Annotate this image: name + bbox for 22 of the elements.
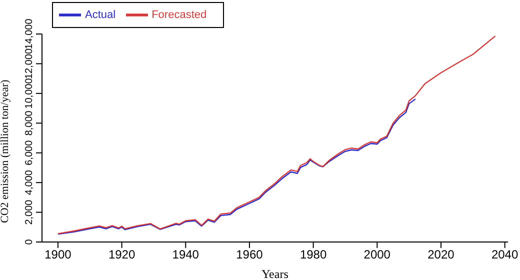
legend-label: Forecasted [152,8,207,21]
x-tick-label: 2000 [364,248,391,262]
x-axis-title: Years [262,267,289,280]
y-tick-label: 10,000 [24,78,35,109]
x-tick-label: 2020 [428,248,455,262]
y-tick-label: 6,000 [24,140,35,166]
y-tick-label: 12,000 [24,48,35,80]
legend-label: Actual [85,8,116,21]
x-tick-label: 1900 [44,248,72,262]
x-tick-label: 1960 [236,248,264,262]
y-tick-label: 8,000 [24,110,35,136]
x-tick-label: 2040 [491,248,518,262]
x-tick-label: 1980 [300,248,327,262]
y-tick-label: 2,000 [24,199,35,225]
y-tick-label: 4,000 [24,170,35,196]
x-tick-label: 1940 [172,248,200,262]
line-series [57,35,496,234]
line-series [57,98,416,235]
x-tick-label: 1920 [108,248,136,262]
y-tick-label: 14,000 [24,18,35,50]
y-tick-label: 0 [24,238,35,245]
y-axis-title: CO2 emission (million ton/year) [0,79,11,223]
